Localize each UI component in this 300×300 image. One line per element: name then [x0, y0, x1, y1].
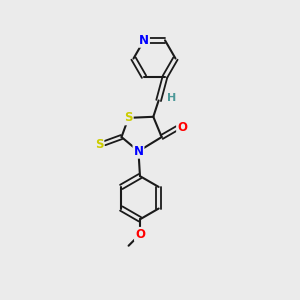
Text: H: H: [167, 93, 176, 103]
Text: S: S: [124, 111, 133, 124]
Text: O: O: [177, 121, 187, 134]
Text: N: N: [134, 145, 143, 158]
Text: N: N: [139, 34, 149, 47]
Text: S: S: [95, 138, 103, 151]
Text: O: O: [135, 228, 145, 241]
